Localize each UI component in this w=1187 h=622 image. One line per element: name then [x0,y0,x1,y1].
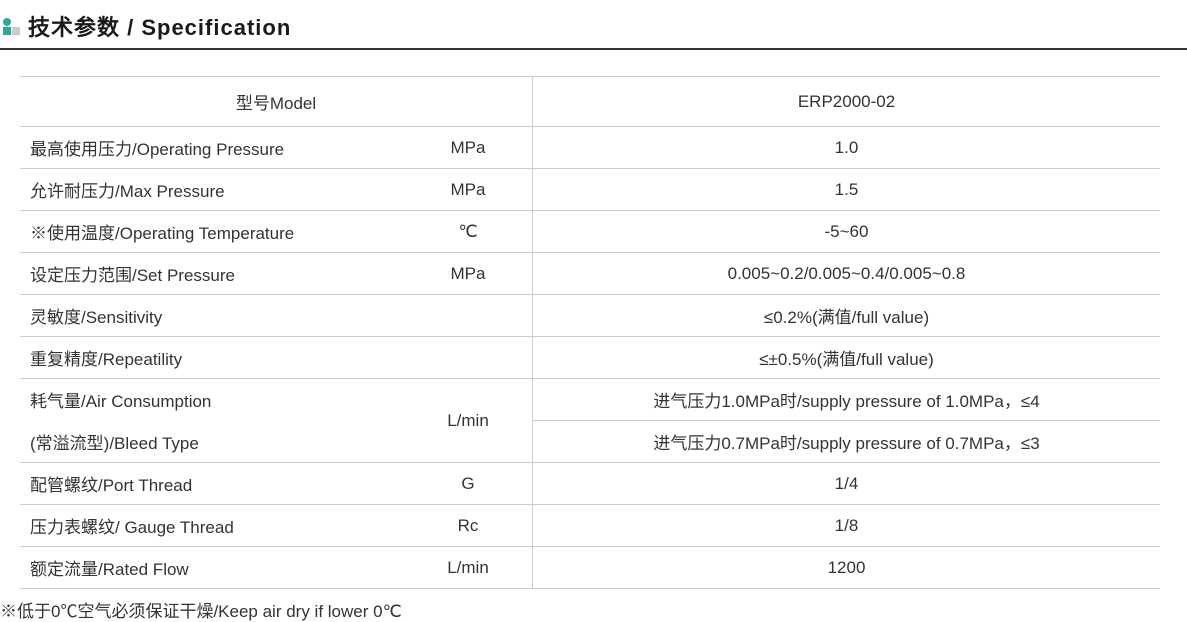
table-row: 重复精度/Repeatility ≤±0.5%(满值/full value) [20,337,1160,379]
table-row: 额定流量/Rated Flow L/min 1200 [20,547,1160,589]
row-label: 设定压力范围/Set Pressure [20,253,404,295]
row-unit: ℃ [404,211,533,253]
row-value: 1/4 [533,463,1161,505]
row-label-air-1: 耗气量/Air Consumption [20,379,404,421]
footnote: ※低于0℃空气必须保证干燥/Keep air dry if lower 0℃ [0,589,1187,622]
table-row: 配管螺纹/Port Thread G 1/4 [20,463,1160,505]
table-row: 压力表螺纹/ Gauge Thread Rc 1/8 [20,505,1160,547]
row-unit: Rc [404,505,533,547]
row-label-air-2: (常溢流型)/Bleed Type [20,421,404,463]
header-value: ERP2000-02 [533,77,1161,127]
row-value: -5~60 [533,211,1161,253]
table-row: 允许耐压力/Max Pressure MPa 1.5 [20,169,1160,211]
row-value: ≤0.2%(满值/full value) [533,295,1161,337]
title-bar: 技术参数 / Specification [0,6,1187,50]
row-value: 1/8 [533,505,1161,547]
row-label: 灵敏度/Sensitivity [20,295,404,337]
table-header-row: 型号Model ERP2000-02 [20,77,1160,127]
row-unit: G [404,463,533,505]
row-label: ※使用温度/Operating Temperature [20,211,404,253]
page-container: 技术参数 / Specification 型号Model ERP2000-02 … [0,6,1187,622]
header-label: 型号Model [20,77,533,127]
table-row: 灵敏度/Sensitivity ≤0.2%(满值/full value) [20,295,1160,337]
row-value: ≤±0.5%(满值/full value) [533,337,1161,379]
spec-table: 型号Model ERP2000-02 最高使用压力/Operating Pres… [20,76,1160,589]
row-value: 1200 [533,547,1161,589]
row-unit [404,295,533,337]
row-label: 压力表螺纹/ Gauge Thread [20,505,404,547]
row-unit [404,337,533,379]
row-unit: L/min [404,547,533,589]
row-label: 额定流量/Rated Flow [20,547,404,589]
table-row-air-1: 耗气量/Air Consumption L/min 进气压力1.0MPa时/su… [20,379,1160,421]
row-unit: MPa [404,253,533,295]
row-value-air-2: 进气压力0.7MPa时/supply pressure of 0.7MPa，≤3 [533,421,1161,463]
row-unit-air: L/min [404,379,533,463]
table-row: 设定压力范围/Set Pressure MPa 0.005~0.2/0.005~… [20,253,1160,295]
row-value: 0.005~0.2/0.005~0.4/0.005~0.8 [533,253,1161,295]
spec-icon [2,16,22,36]
row-label: 重复精度/Repeatility [20,337,404,379]
row-label: 允许耐压力/Max Pressure [20,169,404,211]
row-label: 最高使用压力/Operating Pressure [20,127,404,169]
row-value: 1.5 [533,169,1161,211]
row-value-air-1: 进气压力1.0MPa时/supply pressure of 1.0MPa，≤4 [533,379,1161,421]
row-unit: MPa [404,169,533,211]
table-row-air-2: (常溢流型)/Bleed Type 进气压力0.7MPa时/supply pre… [20,421,1160,463]
table-row: 最高使用压力/Operating Pressure MPa 1.0 [20,127,1160,169]
table-row: ※使用温度/Operating Temperature ℃ -5~60 [20,211,1160,253]
row-value: 1.0 [533,127,1161,169]
row-label: 配管螺纹/Port Thread [20,463,404,505]
section-title: 技术参数 / Specification [28,10,291,42]
row-unit: MPa [404,127,533,169]
